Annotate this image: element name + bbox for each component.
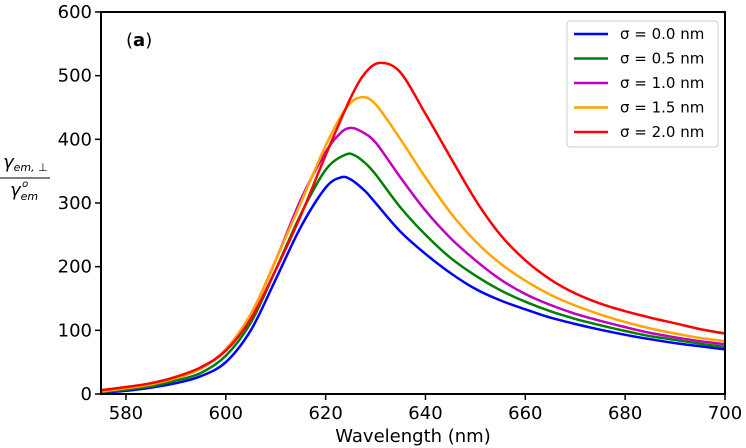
series-line-1: [100, 152, 726, 394]
legend-box: [566, 20, 719, 148]
legend-item: σ = 0.5 nm: [574, 50, 704, 68]
x-axis: 580 600 620 640 660 680 700: [109, 394, 742, 424]
x-axis-label: Wavelength (nm): [335, 426, 491, 447]
x-tick-label: 640: [408, 403, 442, 424]
x-tick-label: 660: [508, 403, 542, 424]
y-tick-label: 100: [58, 320, 92, 341]
x-tick-label: 580: [109, 403, 143, 424]
legend-label: σ = 0.5 nm: [620, 50, 704, 68]
y-tick-label: 400: [58, 129, 92, 150]
legend-label: σ = 2.0 nm: [620, 123, 704, 141]
x-tick-label: 600: [209, 403, 243, 424]
legend-item: σ = 1.5 nm: [574, 99, 704, 117]
y-tick-label: 300: [58, 193, 92, 214]
y-axis: 0 100 200 300 400 500 600: [58, 2, 101, 405]
legend-item: σ = 1.0 nm: [574, 74, 704, 92]
series-line-0: [100, 175, 726, 394]
series-line-4: [100, 61, 726, 392]
legend-label: σ = 1.0 nm: [620, 74, 704, 92]
panel-label: (a): [126, 30, 152, 51]
y-tick-label: 200: [58, 257, 92, 278]
legend-label: σ = 0.0 nm: [620, 25, 704, 43]
panel-letter: a: [133, 30, 145, 51]
legend-item: σ = 0.0 nm: [574, 25, 704, 43]
x-tick-label: 620: [308, 403, 342, 424]
legend-item: σ = 2.0 nm: [574, 123, 704, 141]
x-tick-label: 700: [708, 403, 742, 424]
series-layer: [100, 61, 726, 394]
legend: σ = 0.0 nm σ = 0.5 nm σ = 1.0 nm σ = 1.5 nm…: [566, 20, 719, 148]
y-tick-label: 0: [81, 384, 92, 405]
legend-label: σ = 1.5 nm: [620, 99, 704, 117]
y-tick-label: 600: [58, 2, 92, 23]
x-tick-label: 680: [608, 403, 642, 424]
y-tick-label: 500: [58, 66, 92, 87]
